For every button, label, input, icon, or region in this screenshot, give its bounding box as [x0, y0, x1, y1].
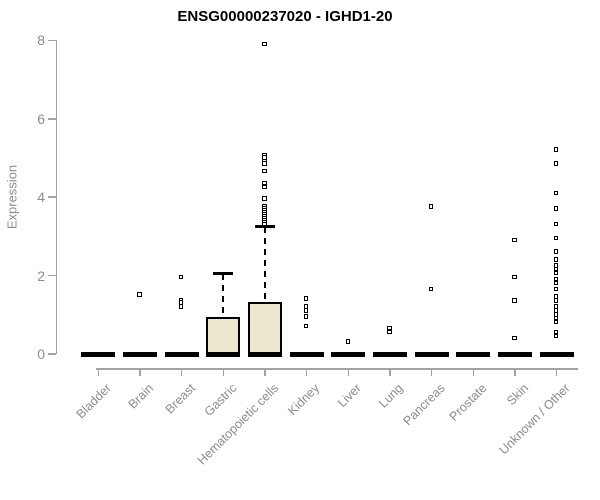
outlier-point	[262, 196, 267, 201]
x-tick-label: Pancreas	[400, 381, 448, 429]
outlier-point	[553, 161, 559, 166]
y-tick-label: 8	[37, 32, 45, 49]
outlier-point	[553, 270, 559, 276]
x-tick-label: Breast	[162, 381, 198, 417]
x-axis-tick	[222, 368, 225, 376]
x-tick-label: Kidney	[285, 381, 323, 418]
outlier-point	[262, 221, 267, 227]
outlier-point	[553, 190, 559, 196]
outlier-point	[512, 274, 517, 280]
x-tick-label: Unknown / Other	[496, 381, 573, 458]
x-tick-label: Prostate	[446, 381, 490, 424]
outlier-point	[553, 319, 559, 325]
median-line	[81, 351, 116, 357]
outlier-point	[178, 304, 184, 309]
chart-title: ENSG00000237020 - IGHD1-20	[177, 8, 393, 25]
outlier-point	[345, 339, 351, 344]
whisker-line	[263, 226, 266, 302]
x-tick-label: Skin	[503, 381, 531, 409]
outlier-point	[553, 333, 559, 339]
median-line	[414, 351, 449, 357]
median-line	[539, 351, 574, 357]
x-tick-label: Lung	[376, 381, 406, 411]
outlier-point	[553, 257, 559, 262]
outlier-point	[553, 286, 559, 292]
outlier-point	[428, 204, 434, 209]
x-tick-label: Bladder	[73, 381, 115, 422]
y-axis-line	[55, 40, 57, 354]
y-tick-label: 2	[37, 267, 45, 284]
median-line	[498, 351, 532, 357]
outlier-point	[512, 335, 517, 341]
box	[247, 301, 282, 354]
y-axis-tick	[48, 353, 56, 355]
x-tick-label: Hematopoietic cells	[194, 381, 281, 468]
outlier-point	[137, 292, 142, 297]
y-tick-label: 6	[37, 110, 45, 127]
outlier-point	[262, 168, 267, 174]
median-line	[289, 351, 324, 357]
outlier-point	[553, 147, 559, 152]
x-axis-tick	[389, 368, 391, 376]
outlier-point	[512, 237, 517, 243]
outlier-point	[553, 249, 559, 254]
x-tick-label: Brain	[125, 381, 156, 412]
x-tick-label: Liver	[335, 381, 365, 411]
x-axis-tick	[347, 368, 350, 376]
median-line	[122, 351, 157, 357]
x-axis-tick	[97, 368, 100, 376]
box	[206, 316, 241, 354]
x-axis-tick	[555, 368, 558, 376]
outlier-point	[303, 314, 309, 319]
median-line	[456, 351, 491, 357]
outlier-point	[553, 280, 559, 286]
median-line	[372, 351, 407, 357]
x-axis-tick	[180, 368, 183, 376]
x-axis-tick	[139, 368, 141, 376]
x-axis-tick	[472, 368, 475, 376]
y-axis-tick	[48, 39, 56, 42]
y-axis-tick	[48, 196, 56, 198]
outlier-point	[553, 221, 559, 227]
outlier-point	[262, 184, 267, 190]
median-line	[164, 351, 199, 357]
outlier-point	[387, 329, 392, 335]
y-tick-label: 0	[37, 346, 45, 362]
x-axis-tick	[264, 368, 266, 376]
whisker-cap	[213, 272, 234, 275]
x-axis-tick	[514, 368, 516, 376]
outlier-point	[512, 298, 517, 303]
whisker-cap	[254, 225, 275, 228]
outlier-point	[553, 206, 559, 211]
median-line	[331, 351, 366, 357]
x-axis-tick	[430, 368, 433, 376]
outlier-point	[553, 235, 559, 241]
y-tick-label: 4	[37, 189, 45, 206]
outlier-point	[262, 41, 267, 47]
x-tick-label: Gastric	[201, 381, 240, 419]
outlier-point	[262, 161, 267, 166]
outlier-point	[428, 286, 434, 292]
outlier-point	[553, 298, 559, 303]
outlier-point	[303, 308, 309, 313]
y-axis-tick	[48, 274, 56, 277]
median-line	[247, 351, 282, 357]
median-line	[206, 351, 241, 357]
whisker-line	[222, 273, 225, 317]
y-axis-tick	[48, 118, 56, 120]
outlier-point	[178, 274, 184, 280]
outlier-point	[303, 296, 309, 301]
x-axis-tick	[305, 368, 308, 376]
outlier-point	[303, 323, 309, 329]
x-axis-line	[96, 368, 578, 370]
